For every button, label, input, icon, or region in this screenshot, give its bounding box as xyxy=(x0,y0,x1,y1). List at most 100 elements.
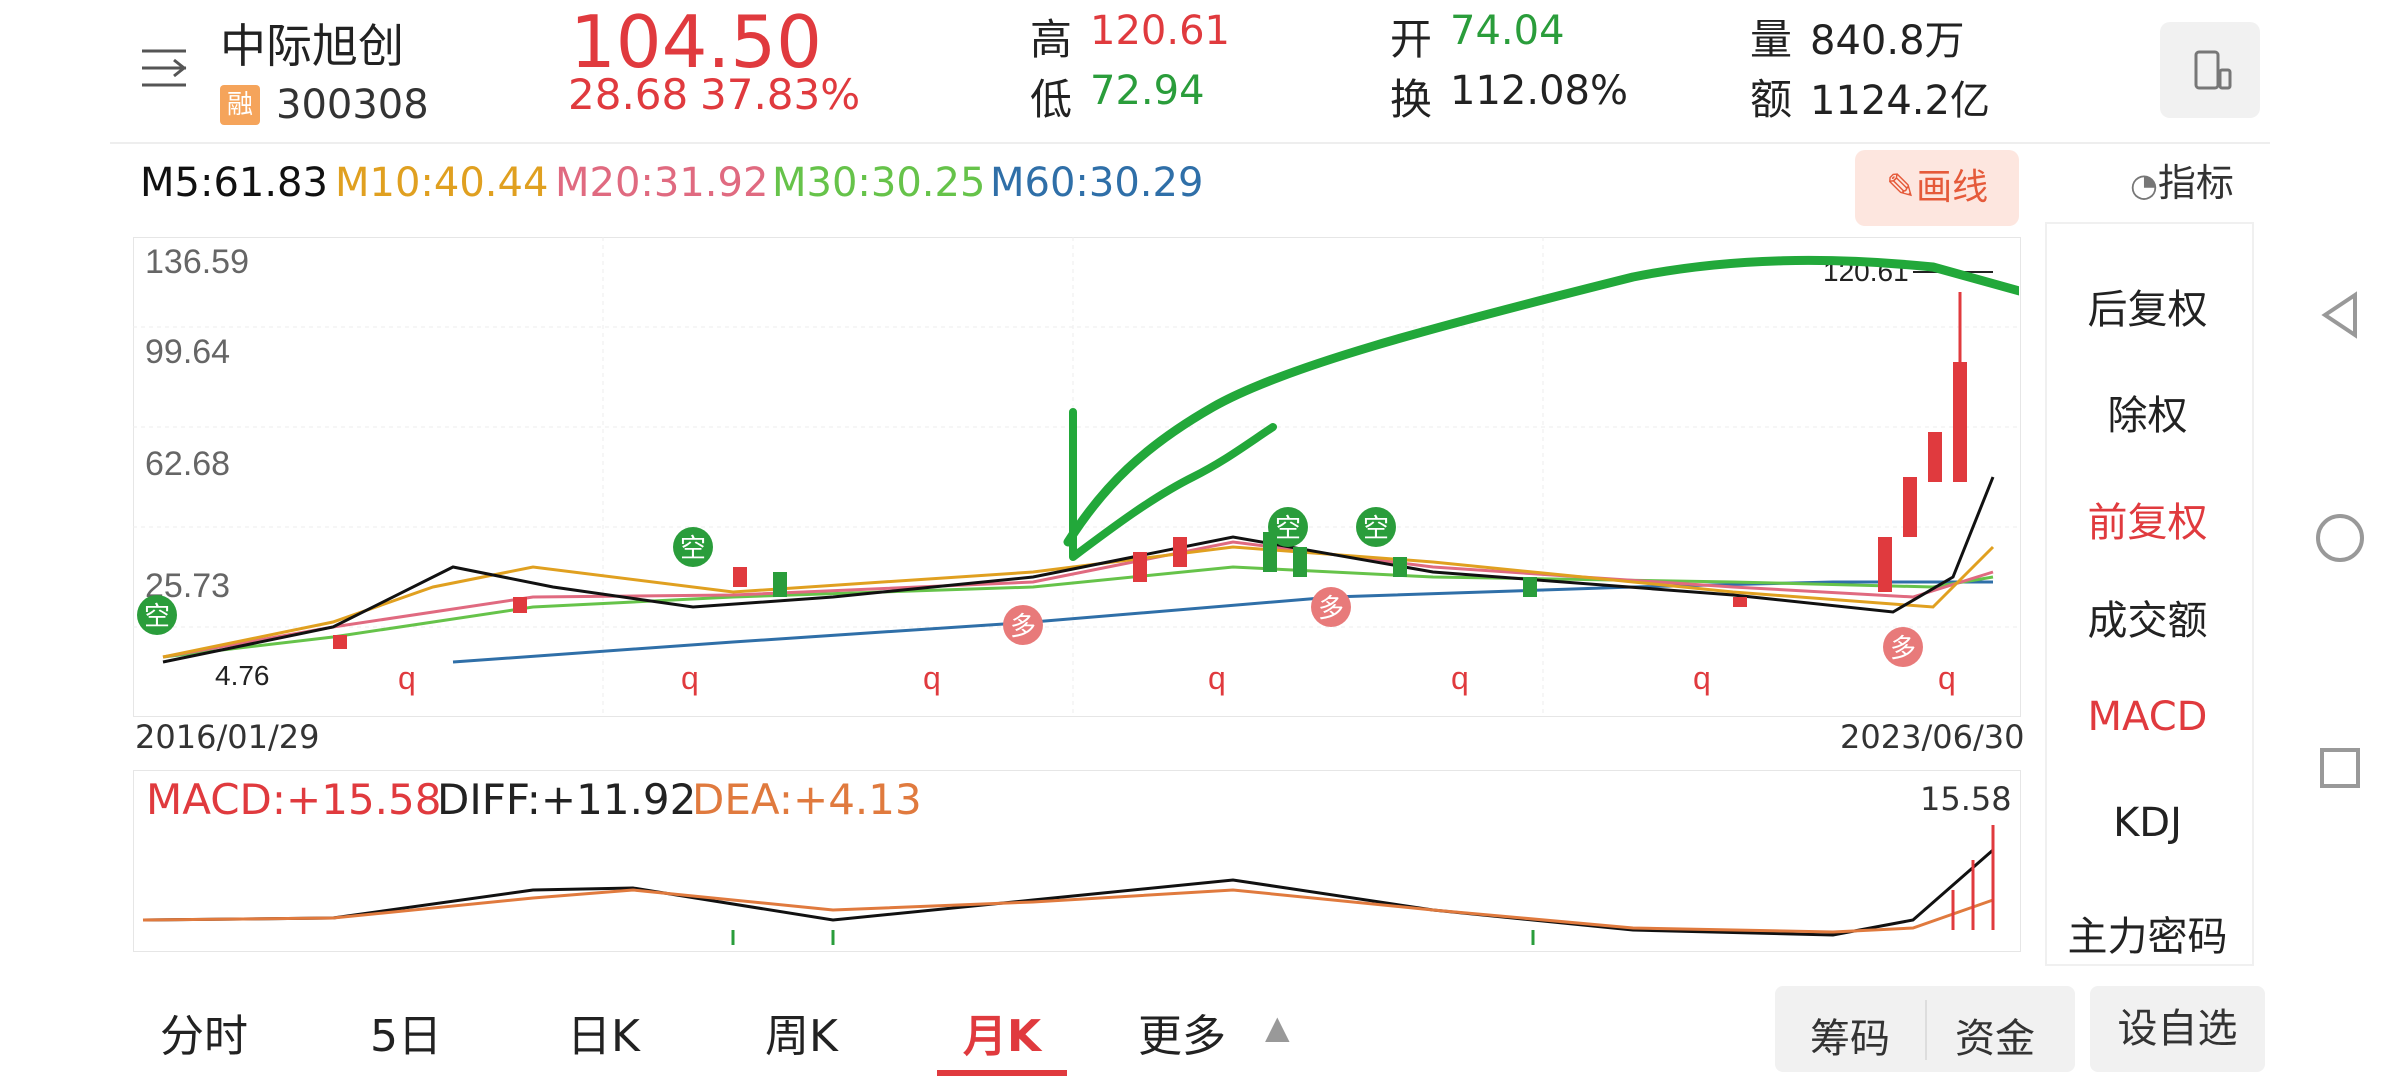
side-item-amount[interactable]: 成交额 xyxy=(2087,598,2208,644)
ma10-line xyxy=(162,545,1995,659)
funds-button[interactable]: 资金 xyxy=(1955,1016,2035,1062)
side-item-main-force[interactable]: 主力密码 xyxy=(2067,914,2228,960)
end-date: 2023/06/30 xyxy=(1840,718,2025,756)
y-label-3: 62.68 xyxy=(145,445,230,483)
svg-text:空: 空 xyxy=(680,534,706,564)
tab-daily-k[interactable]: 日K xyxy=(567,1011,640,1062)
home-icon xyxy=(2316,514,2364,562)
low-price-marker: 4.76 xyxy=(215,660,270,691)
tab-monthly-k[interactable]: 月K xyxy=(963,1011,1042,1062)
phone-rotate-icon xyxy=(2194,50,2232,90)
svg-text:多: 多 xyxy=(1890,634,1916,664)
svg-text:空: 空 xyxy=(1275,514,1301,544)
signal-kong-badge: 空 xyxy=(137,595,177,635)
signal-kong-badge: 空 xyxy=(673,527,713,567)
q-marker: q xyxy=(923,660,941,696)
y-label-1: 136.59 xyxy=(145,243,249,281)
low-label: 低 xyxy=(1030,75,1073,124)
tab-intraday[interactable]: 分时 xyxy=(160,1011,248,1062)
volume-label: 量 xyxy=(1750,15,1793,64)
signal-kong-badge: 空 xyxy=(1268,507,1308,547)
volume-value: 840.8万 xyxy=(1810,18,1965,64)
ma30-label: M30:30.25 xyxy=(772,160,986,206)
dea-line xyxy=(142,888,1994,934)
signal-duo-badge: 多 xyxy=(1311,587,1351,627)
recents-icon xyxy=(2320,748,2360,788)
price-change: 28.68 xyxy=(568,70,689,119)
chips-button[interactable]: 筹码 xyxy=(1810,1016,1890,1062)
macd-max-label: 15.58 xyxy=(1920,780,2012,818)
dea-value: DEA:+4.13 xyxy=(692,775,922,824)
side-item-pre-adjust[interactable]: 前复权 xyxy=(2087,500,2208,546)
tab-weekly-k[interactable]: 周K xyxy=(765,1011,838,1062)
draw-line-label: 画线 xyxy=(1916,167,1989,208)
gauge-icon: ◔ xyxy=(2130,166,2158,204)
indicator-button[interactable]: ◔指标 xyxy=(2130,152,2234,207)
open-label: 开 xyxy=(1390,15,1433,64)
low-value: 72.94 xyxy=(1090,68,1205,114)
back-icon xyxy=(2321,291,2357,339)
menu-icon[interactable] xyxy=(140,45,192,91)
ma5-label: M5:61.83 xyxy=(140,160,328,206)
chart-grid xyxy=(133,237,2019,715)
svg-text:多: 多 xyxy=(1318,594,1344,624)
header-divider xyxy=(110,142,2270,144)
q-marker: q xyxy=(398,660,416,696)
q-marker: q xyxy=(1693,660,1711,696)
kline-chart[interactable]: 136.59 99.64 62.68 25.73 4.76 120.61 空 空… xyxy=(133,237,2019,715)
chevron-up-icon[interactable]: ▲ xyxy=(1265,1008,1290,1046)
svg-text:空: 空 xyxy=(1363,514,1389,544)
pencil-icon: ✎ xyxy=(1885,167,1917,208)
q-marker: q xyxy=(681,660,699,696)
high-label: 高 xyxy=(1030,15,1073,64)
signal-duo-badge: 多 xyxy=(1883,627,1923,667)
side-item-macd[interactable]: MACD xyxy=(2087,694,2208,740)
svg-text:空: 空 xyxy=(144,602,170,632)
q-marker: q xyxy=(1451,660,1469,696)
signal-kong-badge: 空 xyxy=(1356,507,1396,547)
side-item-post-adjust[interactable]: 后复权 xyxy=(2087,287,2208,333)
macd-chart xyxy=(142,825,1995,945)
start-date: 2016/01/29 xyxy=(135,718,320,756)
amount-label: 额 xyxy=(1750,75,1793,124)
tab-more[interactable]: 更多 xyxy=(1138,1011,1226,1062)
side-menu-panel xyxy=(2045,222,2254,966)
ma60-label: M60:30.29 xyxy=(990,160,1204,206)
q-marker: q xyxy=(1208,660,1226,696)
kline-chart-frame xyxy=(133,237,2021,717)
price-change-pct: 37.83% xyxy=(700,70,861,119)
stock-name: 中际旭创 xyxy=(220,19,404,73)
indicator-label: 指标 xyxy=(2157,161,2234,205)
ma20-label: M20:31.92 xyxy=(555,160,769,206)
hand-drawn-annotation xyxy=(1069,408,1277,561)
turnover-label: 换 xyxy=(1390,75,1433,124)
active-tab-underline xyxy=(937,1070,1067,1076)
macd-value: MACD:+15.58 xyxy=(146,775,442,824)
current-price: 104.50 xyxy=(570,0,822,84)
draw-line-button[interactable]: ✎画线 xyxy=(1855,150,2019,226)
side-item-ex-rights[interactable]: 除权 xyxy=(2107,393,2188,439)
q-marker: q xyxy=(1938,660,1956,696)
margin-badge: 融 xyxy=(220,85,260,125)
y-label-2: 99.64 xyxy=(145,333,230,371)
ma20-line xyxy=(162,540,1994,659)
diff-value: DIFF:+11.92 xyxy=(437,775,697,824)
ma5-line xyxy=(162,476,1995,664)
ma10-label: M10:40.44 xyxy=(335,160,549,206)
turnover-value: 112.08% xyxy=(1450,68,1628,114)
tab-5day[interactable]: 5日 xyxy=(370,1011,442,1062)
stock-code: 300308 xyxy=(276,82,429,128)
system-nav-bar xyxy=(2316,291,2364,788)
high-value: 120.61 xyxy=(1090,8,1230,54)
open-value: 74.04 xyxy=(1450,8,1565,54)
add-watchlist-button[interactable]: 设自选 xyxy=(2090,986,2265,1072)
macd-chart-frame xyxy=(133,770,2021,952)
diff-line xyxy=(142,848,1994,937)
signal-duo-badge: 多 xyxy=(1003,605,1043,645)
hand-drawn-annotation xyxy=(1063,255,2019,547)
candles xyxy=(333,292,1967,649)
svg-text:多: 多 xyxy=(1010,612,1036,642)
button-divider xyxy=(1925,1000,1927,1060)
side-item-kdj[interactable]: KDJ xyxy=(2113,800,2182,846)
landscape-toggle-button[interactable] xyxy=(2160,22,2260,118)
